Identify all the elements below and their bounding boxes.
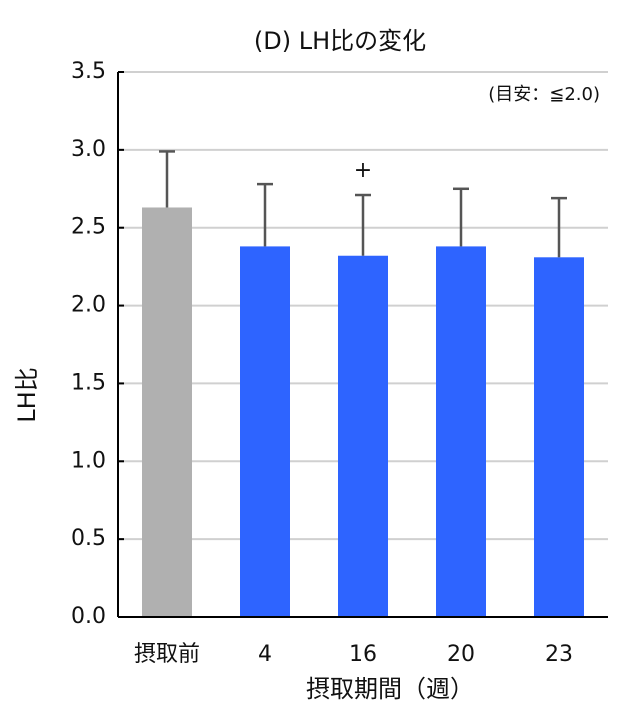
y-tick-label: 2.0 bbox=[71, 293, 106, 318]
x-tick-label: 20 bbox=[447, 642, 475, 667]
note: (目安：≦2.0) bbox=[488, 84, 600, 105]
chart-title: (D) LH比の変化 bbox=[254, 27, 426, 55]
error-bar bbox=[159, 150, 175, 208]
x-tick-label: 摂取前 bbox=[134, 642, 200, 667]
error-bar bbox=[355, 193, 371, 256]
y-tick-label: 2.5 bbox=[71, 215, 106, 240]
error-bar bbox=[551, 196, 567, 258]
y-tick-label: 0.5 bbox=[71, 526, 106, 551]
y-tick-label: 1.5 bbox=[71, 370, 106, 395]
x-tick-label: 23 bbox=[545, 642, 573, 667]
x-tick-label: 16 bbox=[349, 642, 377, 667]
x-axis-label: 摂取期間（週） bbox=[306, 675, 474, 703]
y-tick-label: 0.0 bbox=[71, 604, 106, 629]
error-bar bbox=[453, 187, 469, 247]
significance-marker: + bbox=[354, 158, 372, 183]
bar bbox=[142, 207, 192, 617]
y-tick-label: 3.5 bbox=[71, 59, 106, 84]
error-bar bbox=[257, 182, 273, 247]
y-tick-label: 1.0 bbox=[71, 448, 106, 473]
bar bbox=[338, 255, 388, 617]
y-axis-label: LH比 bbox=[13, 367, 41, 422]
y-tick-label: 3.0 bbox=[71, 137, 106, 162]
bar bbox=[534, 257, 584, 617]
bar bbox=[436, 246, 486, 617]
x-tick-label: 4 bbox=[258, 642, 272, 667]
bar bbox=[240, 246, 290, 617]
